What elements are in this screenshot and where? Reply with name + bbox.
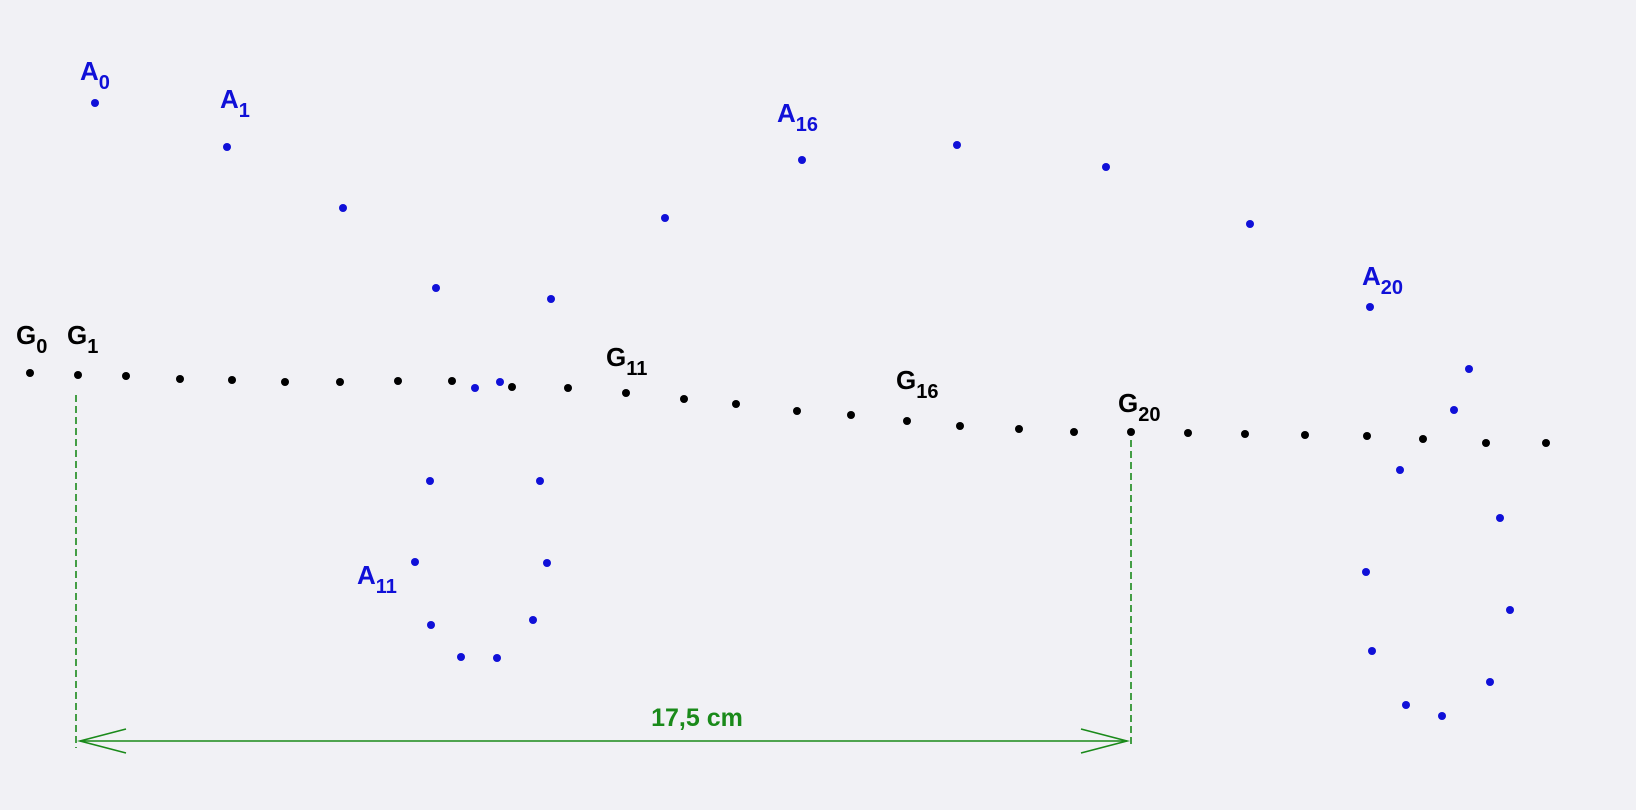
g-point xyxy=(1127,428,1135,436)
a-point xyxy=(493,654,501,662)
a-point xyxy=(339,204,347,212)
g-point xyxy=(448,377,456,385)
a-point xyxy=(1506,606,1514,614)
arrowhead-left-icon xyxy=(76,728,127,754)
g-point xyxy=(122,372,130,380)
label-a16: A16 xyxy=(777,98,818,136)
g-point xyxy=(793,407,801,415)
dimension-label: 17,5 cm xyxy=(651,704,743,732)
g-point xyxy=(1184,429,1192,437)
a-point xyxy=(1368,647,1376,655)
g-point xyxy=(508,383,516,391)
g-point xyxy=(176,375,184,383)
label-a0: A0 xyxy=(80,56,110,94)
g-point xyxy=(1241,430,1249,438)
a-point xyxy=(427,621,435,629)
label-g11: G11 xyxy=(606,342,647,380)
a-point xyxy=(496,378,504,386)
g-point xyxy=(1015,425,1023,433)
label-g1: G1 xyxy=(67,320,98,358)
g-point xyxy=(1419,435,1427,443)
a-point xyxy=(536,477,544,485)
g-trajectory-points xyxy=(26,369,1550,447)
a-point xyxy=(529,616,537,624)
g-point xyxy=(847,411,855,419)
label-g16: G16 xyxy=(896,365,938,403)
label-a1: A1 xyxy=(220,84,250,122)
a-point xyxy=(1450,406,1458,414)
a-point xyxy=(1402,701,1410,709)
a-point xyxy=(953,141,961,149)
a-point xyxy=(1362,568,1370,576)
g-point xyxy=(680,395,688,403)
g-labels: G0 G1 G11 G16 G20 xyxy=(16,320,1160,426)
a-labels: A0 A1 A16 A20 A11 xyxy=(80,56,1403,598)
a-point xyxy=(547,295,555,303)
a-point xyxy=(1486,678,1494,686)
a-point xyxy=(661,214,669,222)
label-g0: G0 xyxy=(16,320,47,358)
g-point xyxy=(336,378,344,386)
g-point xyxy=(956,422,964,430)
dimension-line xyxy=(75,395,1132,754)
label-g20: G20 xyxy=(1118,388,1160,426)
g-point xyxy=(1301,431,1309,439)
a-point xyxy=(1246,220,1254,228)
a-point xyxy=(91,99,99,107)
g-point xyxy=(228,376,236,384)
a-point xyxy=(1396,466,1404,474)
label-a20: A20 xyxy=(1362,261,1403,299)
a-point xyxy=(1496,514,1504,522)
a-point xyxy=(1465,365,1473,373)
g-point xyxy=(394,377,402,385)
a-point xyxy=(471,384,479,392)
g-point xyxy=(74,371,82,379)
a-point xyxy=(426,477,434,485)
g-point xyxy=(1542,439,1550,447)
a-trajectory-points xyxy=(91,99,1514,720)
a-point xyxy=(798,156,806,164)
g-point xyxy=(26,369,34,377)
g-point xyxy=(732,400,740,408)
a-point xyxy=(1366,303,1374,311)
a-point xyxy=(223,143,231,151)
a-point xyxy=(411,558,419,566)
g-point xyxy=(564,384,572,392)
label-a11: A11 xyxy=(357,560,397,598)
g-point xyxy=(1363,432,1371,440)
g-point xyxy=(281,378,289,386)
a-point xyxy=(457,653,465,661)
a-point xyxy=(1438,712,1446,720)
g-point xyxy=(1482,439,1490,447)
arrowhead-right-icon xyxy=(1080,728,1131,754)
g-point xyxy=(1070,428,1078,436)
a-point xyxy=(432,284,440,292)
g-point xyxy=(622,389,630,397)
a-point xyxy=(543,559,551,567)
g-point xyxy=(903,417,911,425)
a-point xyxy=(1102,163,1110,171)
